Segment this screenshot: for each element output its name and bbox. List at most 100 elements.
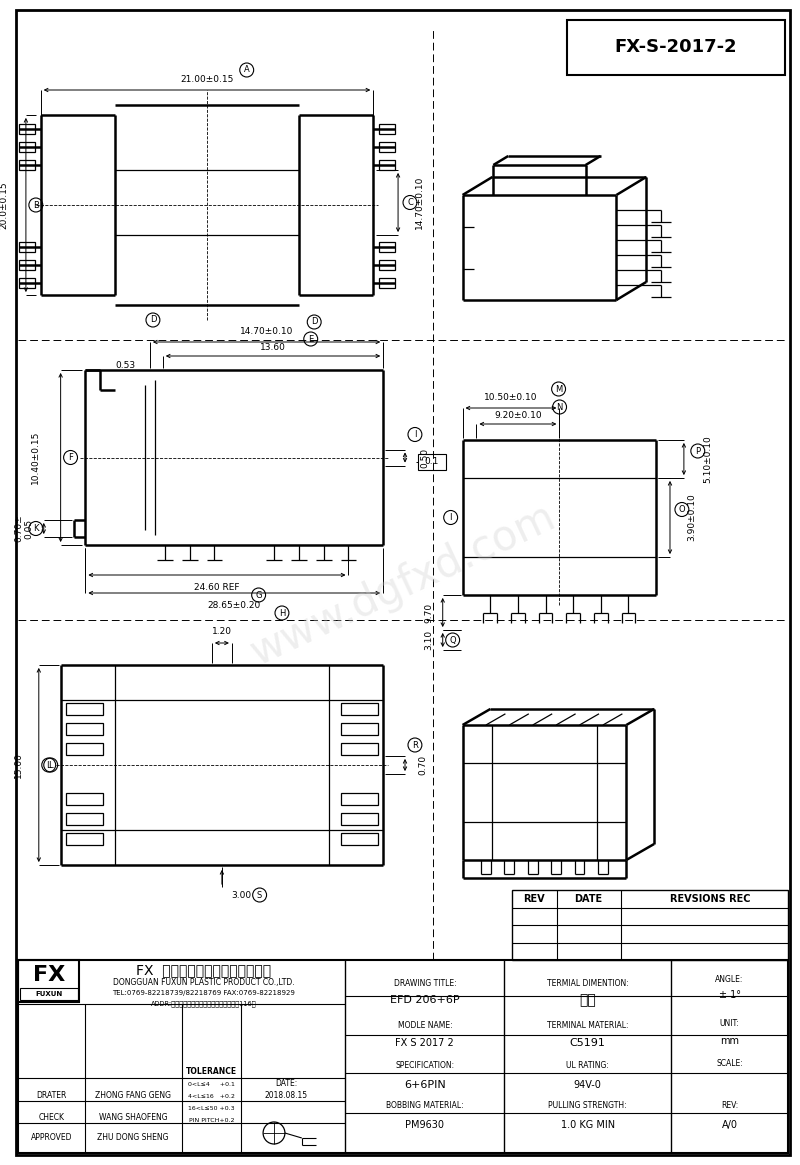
Bar <box>66 813 103 825</box>
Text: REVSIONS REC: REVSIONS REC <box>670 894 751 904</box>
Text: L: L <box>46 761 51 770</box>
Text: 5.10±0.10: 5.10±0.10 <box>703 435 712 482</box>
Bar <box>379 123 395 134</box>
Text: DRAWING TITLE:: DRAWING TITLE: <box>394 979 456 988</box>
Bar <box>341 793 378 805</box>
Bar <box>66 793 103 805</box>
Text: B: B <box>33 200 38 210</box>
Text: R: R <box>412 741 418 749</box>
Text: 0.1: 0.1 <box>425 457 439 466</box>
Text: TOLERANCE: TOLERANCE <box>186 1066 237 1075</box>
Bar <box>341 743 378 755</box>
Bar <box>341 702 378 715</box>
Text: 0.53: 0.53 <box>115 360 135 369</box>
Text: WANG SHAOFENG: WANG SHAOFENG <box>98 1113 167 1122</box>
Bar <box>418 453 446 469</box>
Text: FUXUN: FUXUN <box>35 991 62 997</box>
Text: PIN PITCH+0.2: PIN PITCH+0.2 <box>189 1117 234 1123</box>
Text: C: C <box>407 198 413 207</box>
Text: FX-S-2017-2: FX-S-2017-2 <box>614 38 738 56</box>
Text: FX  东莓市福讯塑胶制品有限公司: FX 东莓市福讯塑胶制品有限公司 <box>136 963 271 977</box>
Bar <box>19 242 35 252</box>
Text: 9.20±0.10: 9.20±0.10 <box>494 410 542 419</box>
Text: BOBBING MATERIAL:: BOBBING MATERIAL: <box>386 1101 464 1109</box>
Text: 3.00: 3.00 <box>232 890 252 899</box>
Text: K: K <box>33 524 38 534</box>
Text: ADDR:广东省东莓市横沥镇北环路三江工业区116樋: ADDR:广东省东莓市横沥镇北环路三江工业区116樋 <box>150 1001 256 1008</box>
Text: Q: Q <box>450 635 456 644</box>
Text: 端子: 端子 <box>579 993 596 1007</box>
Text: 14.70±0.10: 14.70±0.10 <box>240 326 294 336</box>
Text: 0.70±
0.05: 0.70± 0.05 <box>14 515 34 543</box>
Text: E: E <box>308 334 314 344</box>
Text: www.dgfxd.com: www.dgfxd.com <box>244 496 562 675</box>
Text: ± 1°: ± 1° <box>718 990 741 1000</box>
Text: C5191: C5191 <box>570 1038 606 1048</box>
Bar <box>18 960 788 1153</box>
Text: 24.60 REF: 24.60 REF <box>194 582 240 592</box>
Text: 1.20: 1.20 <box>212 628 232 636</box>
Bar <box>379 260 395 270</box>
Text: 9.70: 9.70 <box>424 602 434 622</box>
Text: CHECK: CHECK <box>38 1113 65 1122</box>
Text: REV: REV <box>523 894 545 904</box>
Text: A/0: A/0 <box>722 1120 738 1130</box>
Text: 0<L≤4     +0.1: 0<L≤4 +0.1 <box>188 1081 235 1087</box>
Text: 1.0 KG MIN: 1.0 KG MIN <box>561 1120 614 1130</box>
Text: 0.50: 0.50 <box>420 447 430 467</box>
Text: 3.10: 3.10 <box>424 630 434 650</box>
Text: ZHU DONG SHENG: ZHU DONG SHENG <box>98 1132 169 1142</box>
Bar <box>512 890 788 960</box>
Bar <box>19 278 35 288</box>
Text: FX S 2017 2: FX S 2017 2 <box>395 1038 454 1048</box>
Text: 13.60: 13.60 <box>260 343 286 352</box>
Text: mm: mm <box>720 1036 739 1046</box>
Text: SCALE:: SCALE: <box>716 1059 743 1067</box>
Text: PM9630: PM9630 <box>406 1120 444 1130</box>
Bar <box>66 702 103 715</box>
Text: G: G <box>255 591 262 600</box>
Text: DONGGUAN FUXUN PLASTIC PRODUCT CO.,LTD.: DONGGUAN FUXUN PLASTIC PRODUCT CO.,LTD. <box>113 977 294 987</box>
Text: PULLING STRENGTH:: PULLING STRENGTH: <box>548 1101 627 1109</box>
Text: MODLE NAME:: MODLE NAME: <box>398 1021 452 1030</box>
Bar <box>19 142 35 151</box>
Bar <box>341 813 378 825</box>
Text: 0.70: 0.70 <box>418 755 427 775</box>
Bar <box>379 278 395 288</box>
Text: TERMIAL DIMENTION:: TERMIAL DIMENTION: <box>546 979 629 988</box>
Bar <box>19 123 35 134</box>
Text: I: I <box>450 513 452 522</box>
Text: EFD 206+6P: EFD 206+6P <box>390 995 460 1005</box>
Text: F: F <box>68 453 73 463</box>
Bar <box>379 142 395 151</box>
Bar <box>566 20 785 75</box>
Bar <box>341 833 378 845</box>
Bar <box>66 833 103 845</box>
Text: DATE: DATE <box>574 894 602 904</box>
Bar <box>66 743 103 755</box>
Text: ANGLE:: ANGLE: <box>715 974 744 983</box>
Bar <box>19 160 35 170</box>
Text: H: H <box>278 608 285 617</box>
Text: UL RATING:: UL RATING: <box>566 1060 609 1069</box>
Text: APPROVED: APPROVED <box>31 1132 73 1142</box>
Bar <box>379 160 395 170</box>
Text: 4<L≤16   +0.2: 4<L≤16 +0.2 <box>188 1094 235 1099</box>
Bar <box>18 960 79 1002</box>
Text: FX: FX <box>33 965 65 984</box>
Text: TEL:0769-82218739/82218769 FAX:0769-82218929: TEL:0769-82218739/82218769 FAX:0769-8221… <box>112 990 295 996</box>
Bar <box>20 988 78 1000</box>
Text: 3.90±0.10: 3.90±0.10 <box>687 494 696 542</box>
Text: 94V-0: 94V-0 <box>574 1080 602 1090</box>
Text: 10.50±0.10: 10.50±0.10 <box>484 393 538 402</box>
Text: REV:: REV: <box>721 1101 738 1109</box>
Text: 21.00±0.15: 21.00±0.15 <box>180 75 234 84</box>
Text: N: N <box>556 402 562 411</box>
Text: 16<L≤50 +0.3: 16<L≤50 +0.3 <box>188 1106 234 1110</box>
Text: SPECIFICATION:: SPECIFICATION: <box>395 1060 454 1069</box>
Bar <box>19 260 35 270</box>
Text: 6+6PIN: 6+6PIN <box>404 1080 446 1090</box>
Text: 15.00: 15.00 <box>14 753 23 778</box>
Text: S: S <box>257 890 262 899</box>
Text: DRATER: DRATER <box>37 1092 67 1101</box>
